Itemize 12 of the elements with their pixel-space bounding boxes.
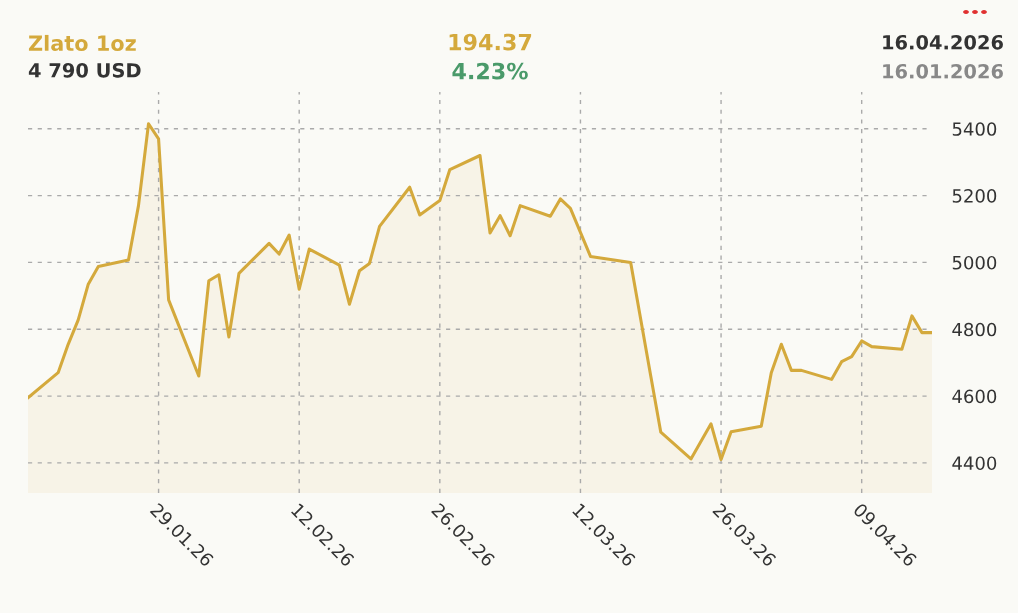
text: 16.04.2026	[883, 34, 1003, 50]
y-tick-label: 5000	[952, 255, 997, 270]
y-tick-label: 4400	[952, 456, 997, 471]
text: 194.37	[449, 33, 532, 51]
y-tick-label: 4800	[952, 322, 997, 337]
text: 4.23%	[452, 62, 528, 80]
y-tick-label: 5200	[952, 189, 997, 203]
text: 4 790 USD	[28, 62, 141, 78]
text: 16.01.2026	[883, 63, 1003, 79]
y-tick-label: 5400	[952, 122, 997, 136]
y-tick-label: 4600	[952, 389, 997, 404]
chart-title: Zlato 1oz	[28, 34, 136, 52]
